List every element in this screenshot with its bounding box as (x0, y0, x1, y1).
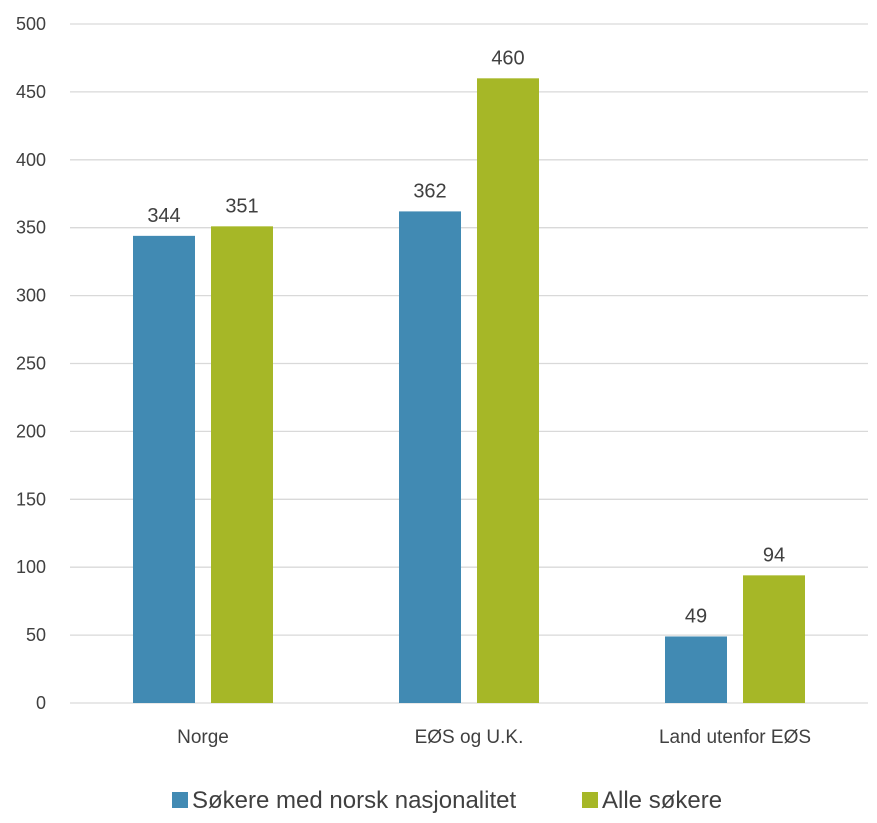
bar-alle-2 (743, 575, 805, 703)
data-label: 362 (413, 180, 446, 202)
bar-alle-0 (211, 226, 273, 704)
y-tick-label: 200 (16, 421, 46, 441)
y-tick-label: 450 (16, 82, 46, 102)
data-label: 344 (147, 205, 180, 227)
y-tick-label: 150 (16, 489, 46, 509)
x-category-label: Land utenfor EØS (659, 727, 811, 748)
legend-swatch (582, 792, 598, 808)
x-category-label: Norge (177, 727, 229, 748)
y-axis: 0 50 100 150 200 250 300 350 400 450 500 (16, 14, 46, 713)
y-tick-label: 100 (16, 557, 46, 577)
gridlines (70, 23, 868, 704)
data-labels: 344 351 362 460 49 94 (147, 47, 785, 627)
legend-swatch (172, 792, 188, 808)
data-label: 49 (685, 605, 707, 627)
legend-label: Alle søkere (602, 787, 722, 814)
bar-norsk-2 (665, 636, 727, 703)
x-axis: Norge EØS og U.K. Land utenfor EØS (177, 727, 811, 748)
bar-alle-1 (477, 78, 539, 703)
legend: Søkere med norsk nasjonalitet Alle søkere (172, 787, 722, 814)
y-tick-label: 350 (16, 218, 46, 238)
y-tick-label: 400 (16, 150, 46, 170)
y-tick-label: 0 (36, 693, 46, 713)
y-tick-label: 500 (16, 14, 46, 34)
bar-norsk-0 (133, 235, 195, 703)
legend-label: Søkere med norsk nasjonalitet (192, 787, 516, 814)
x-category-label: EØS og U.K. (415, 727, 524, 748)
y-tick-label: 300 (16, 286, 46, 306)
bars (133, 78, 805, 704)
bar-norsk-1 (399, 211, 461, 704)
data-label: 94 (763, 544, 785, 566)
data-label: 351 (225, 195, 258, 217)
y-tick-label: 250 (16, 354, 46, 374)
y-tick-label: 50 (26, 625, 46, 645)
data-label: 460 (491, 47, 524, 69)
